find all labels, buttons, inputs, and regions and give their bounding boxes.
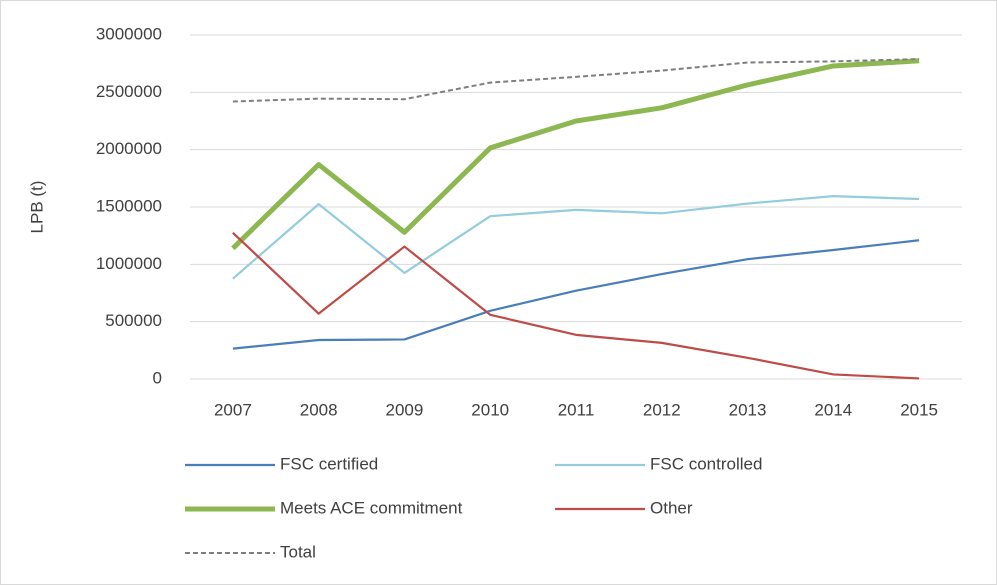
y-tick-label: 0	[153, 368, 162, 387]
y-tick-label: 3000000	[96, 24, 162, 43]
legend-label: Meets ACE commitment	[280, 498, 463, 517]
y-tick-label: 1500000	[96, 196, 162, 215]
x-tick-label: 2008	[300, 400, 338, 419]
y-tick-label: 2000000	[96, 139, 162, 158]
series-line	[231, 58, 920, 251]
legend-label: Total	[280, 542, 316, 561]
legend-label: FSC certified	[280, 454, 378, 473]
y-tick-label: 1000000	[96, 254, 162, 273]
series-line	[232, 195, 920, 280]
y-axis-label: LPB (t)	[27, 181, 46, 234]
x-tick-label: 2009	[386, 400, 424, 419]
series-line	[232, 231, 920, 380]
x-tick-label: 2014	[814, 400, 852, 419]
legend-label: Other	[650, 498, 693, 517]
series-line	[232, 58, 920, 103]
y-tick-label: 2500000	[96, 82, 162, 101]
x-tick-label: 2013	[729, 400, 767, 419]
x-tick-label: 2015	[900, 400, 938, 419]
legend-label: FSC controlled	[650, 454, 762, 473]
x-tick-label: 2011	[558, 400, 595, 419]
x-tick-label: 2010	[471, 400, 509, 419]
series-line	[232, 239, 920, 350]
y-tick-label: 500000	[105, 311, 162, 330]
x-tick-label: 2007	[214, 400, 252, 419]
x-tick-label: 2012	[643, 400, 681, 419]
